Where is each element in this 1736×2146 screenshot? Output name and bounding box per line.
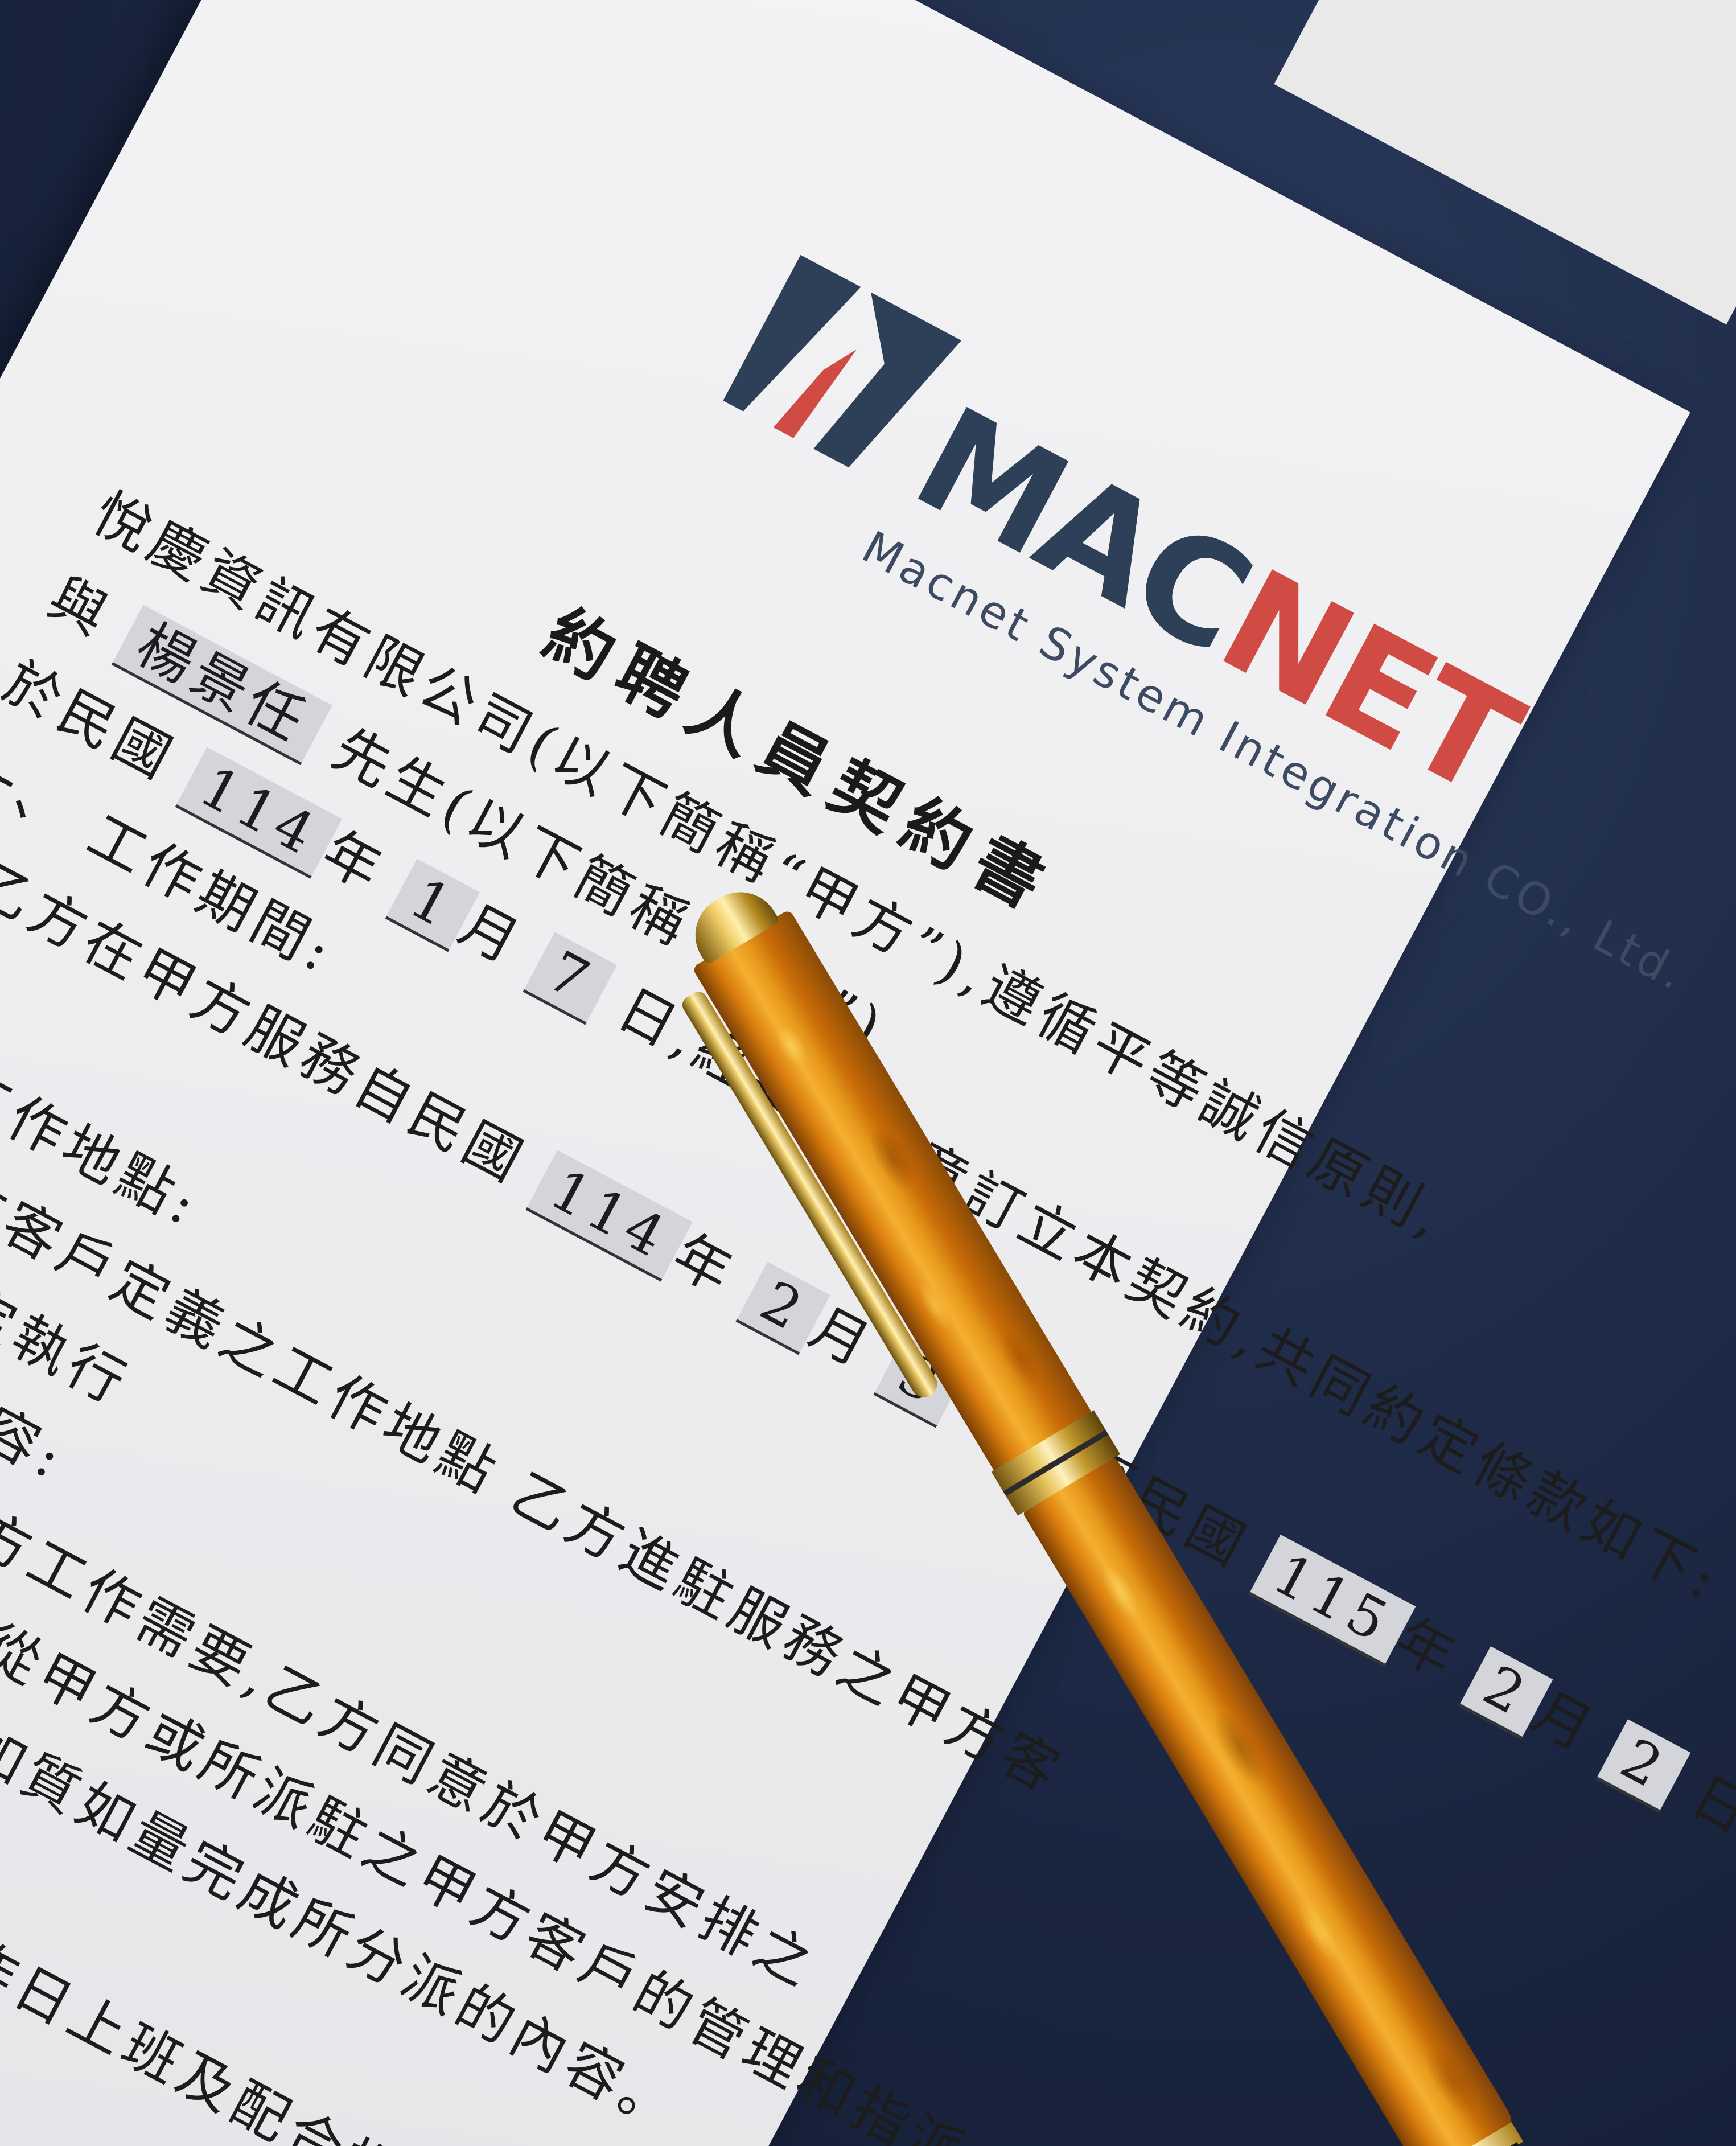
sign-day-field: 7: [523, 932, 618, 1025]
end-day-field: 2: [1596, 1719, 1691, 1812]
logo-mark-icon: [723, 254, 962, 468]
end-year-field: 115: [1248, 1534, 1416, 1667]
company-logo: MACNET Macnet System Integration CO., Lt…: [663, 254, 1695, 1002]
party-b-prefix: 與: [38, 565, 123, 652]
contract-document: MACNET Macnet System Integration CO., Lt…: [0, 254, 1736, 2146]
period-text-c: 日: [1680, 1763, 1736, 1850]
